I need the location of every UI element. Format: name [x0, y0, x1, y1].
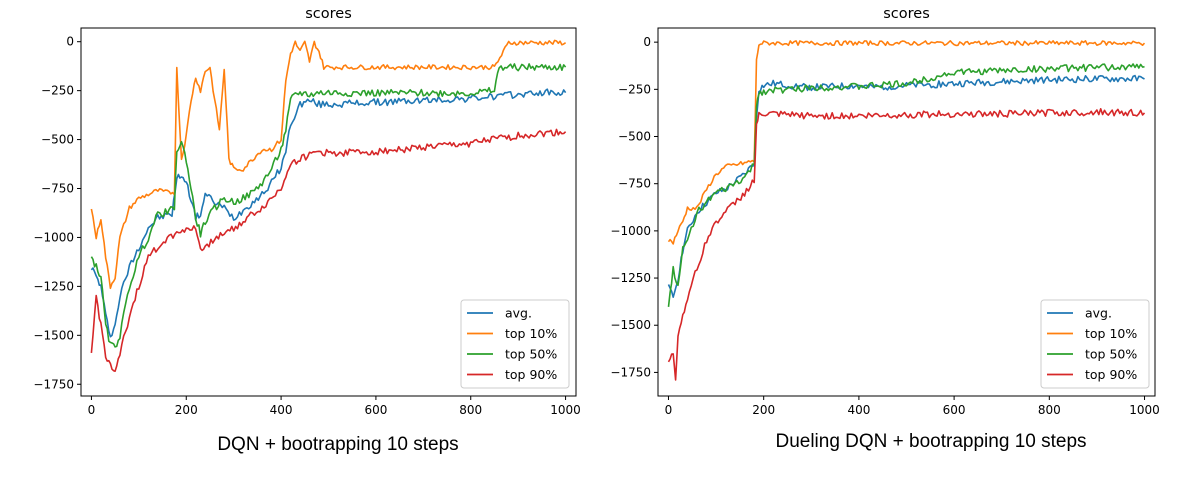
series-line-top10 — [667, 40, 1146, 245]
axes-frame — [80, 27, 577, 397]
y-tick-label: 0 — [66, 35, 74, 49]
legend-label-top90: top 90% — [1085, 367, 1137, 382]
y-tick-label: −1000 — [33, 230, 74, 244]
y-tick-label: −1500 — [33, 328, 74, 342]
y-tick-label: −750 — [618, 177, 651, 191]
chart-2: scores 0 200 400 600 800 1000 0 −250 −500 −750 −100… — [610, 6, 1159, 452]
chart-caption: Dueling DQN + bootrapping 10 steps — [775, 431, 1086, 452]
x-tick-label: 200 — [752, 403, 775, 417]
x-tick-label: 600 — [364, 403, 387, 417]
x-tick-label: 0 — [88, 403, 96, 417]
series-line-top90 — [667, 108, 1146, 381]
y-tick-label: −1250 — [610, 271, 651, 285]
x-tick-label: 1000 — [550, 403, 581, 417]
x-tick-label: 400 — [270, 403, 293, 417]
legend: avg. top 10% top 50% top 90% — [460, 299, 570, 389]
series-line-top50 — [90, 63, 567, 348]
series-line-top50 — [667, 63, 1145, 307]
x-tick-label: 800 — [459, 403, 482, 417]
y-tick-label: −250 — [41, 84, 74, 98]
legend-box — [1040, 299, 1150, 389]
y-tick-label: −1750 — [33, 377, 74, 391]
legend-label-top90: top 90% — [505, 367, 557, 382]
series-line-top10 — [90, 39, 567, 290]
y-tick-label: −1750 — [610, 365, 651, 379]
x-tick-label: 200 — [175, 403, 198, 417]
y-tick-label: 0 — [643, 35, 651, 49]
series-line-avg — [667, 74, 1145, 298]
chart-1: scores 0 200 400 600 800 1000 0 −250 −500 −750 −100… — [33, 6, 580, 455]
y-tick-label: −500 — [618, 130, 651, 144]
legend: avg. top 10% top 50% top 90% — [1040, 299, 1150, 389]
legend-label-top50: top 50% — [1085, 347, 1137, 362]
chart-title: scores — [305, 6, 352, 22]
y-tick-label: −1250 — [33, 279, 74, 293]
legend-label-top10: top 10% — [1085, 326, 1137, 341]
legend-box — [460, 299, 570, 389]
legend-label-top10: top 10% — [505, 326, 557, 341]
chart-title: scores — [883, 6, 930, 22]
y-tick-label: −500 — [41, 133, 74, 147]
x-tick-label: 1000 — [1129, 403, 1160, 417]
axes-frame — [657, 27, 1156, 397]
x-tick-label: 400 — [847, 403, 870, 417]
x-tick-label: 0 — [665, 403, 673, 417]
y-tick-label: −1000 — [610, 224, 651, 238]
series-line-top90 — [90, 128, 567, 372]
x-tick-label: 800 — [1038, 403, 1061, 417]
x-tick-label: 600 — [943, 403, 966, 417]
y-tick-label: −750 — [41, 182, 74, 196]
series-group — [90, 39, 567, 372]
y-tick-label: −1500 — [610, 318, 651, 332]
chart-caption: DQN + bootrapping 10 steps — [217, 434, 458, 455]
legend-label-avg: avg. — [1085, 306, 1112, 321]
legend-label-top50: top 50% — [505, 347, 557, 362]
series-group — [667, 40, 1146, 381]
legend-label-avg: avg. — [505, 306, 532, 321]
y-tick-label: −250 — [618, 82, 651, 96]
